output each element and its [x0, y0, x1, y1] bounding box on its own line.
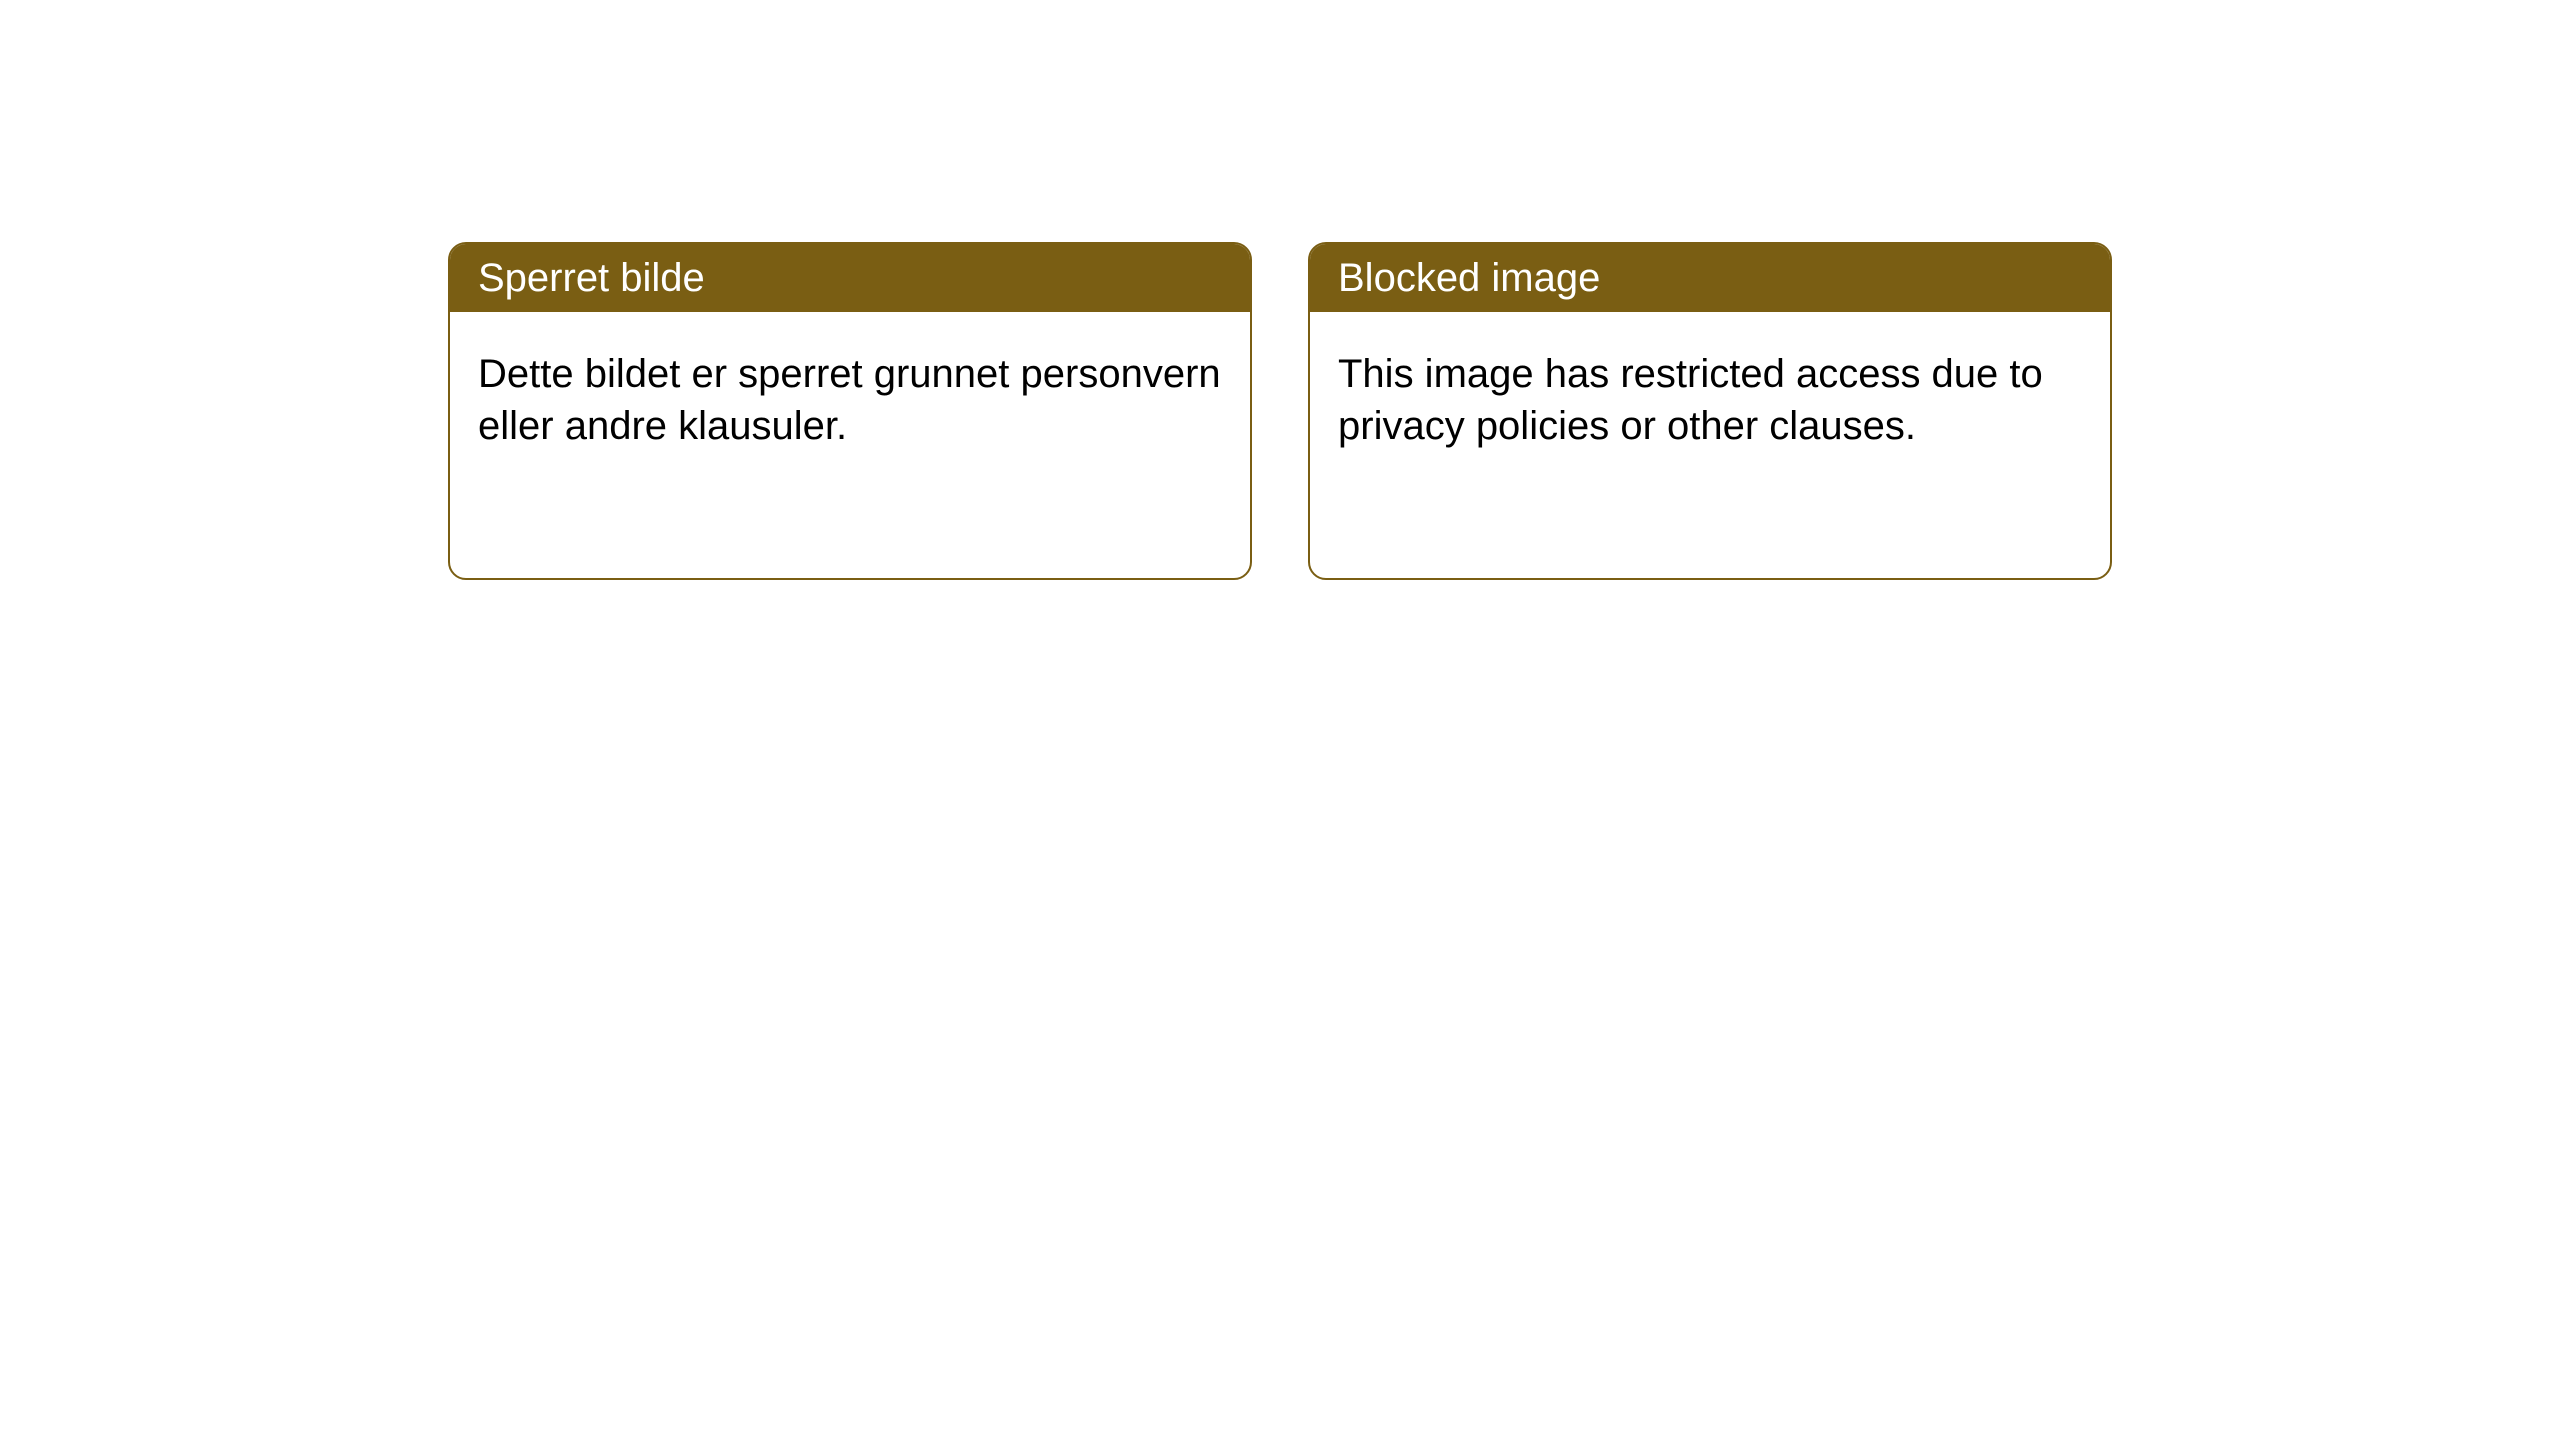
notice-container: Sperret bilde Dette bildet er sperret gr… — [0, 0, 2560, 580]
notice-title: Blocked image — [1338, 256, 1600, 300]
notice-body-text: Dette bildet er sperret grunnet personve… — [478, 352, 1221, 448]
notice-body: Dette bildet er sperret grunnet personve… — [450, 312, 1250, 488]
notice-card-english: Blocked image This image has restricted … — [1308, 242, 2112, 580]
notice-header: Sperret bilde — [450, 244, 1250, 312]
notice-header: Blocked image — [1310, 244, 2110, 312]
notice-body: This image has restricted access due to … — [1310, 312, 2110, 488]
notice-body-text: This image has restricted access due to … — [1338, 352, 2043, 448]
notice-card-norwegian: Sperret bilde Dette bildet er sperret gr… — [448, 242, 1252, 580]
notice-title: Sperret bilde — [478, 256, 705, 300]
